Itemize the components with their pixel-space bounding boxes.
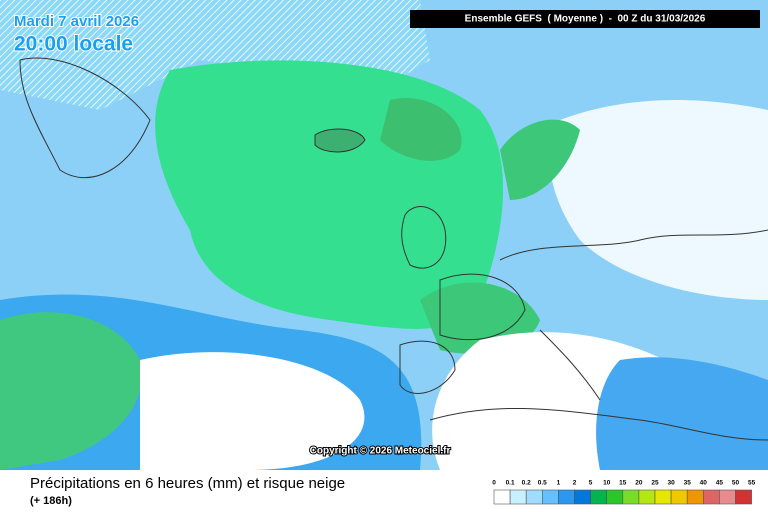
legend-label: 50 <box>732 480 740 487</box>
legend-swatch <box>735 489 752 505</box>
legend-label: 10 <box>603 480 611 487</box>
legend-swatch <box>525 489 543 505</box>
legend-swatch <box>670 489 688 505</box>
legend-label: 25 <box>651 480 659 487</box>
legend-swatch <box>541 489 559 505</box>
legend-label: 2 <box>573 480 577 487</box>
model-box <box>410 10 760 28</box>
legend-label: 45 <box>716 480 724 487</box>
legend-swatch <box>606 489 624 505</box>
lead-time: (+ 186h) <box>30 495 72 507</box>
copyright: Copyright © 2026 Meteociel.fr <box>310 446 451 457</box>
legend-swatch <box>590 489 607 505</box>
color-legend: 0 0.1 0.2 0.5 1 2 5 10 15 20 25 30 35 40 45 50 55 <box>492 480 756 505</box>
footer-title: Précipitations en 6 heures (mm) et risqu… <box>30 475 345 492</box>
legend-swatch <box>493 489 511 505</box>
legend-swatch <box>702 489 720 505</box>
legend-label: 40 <box>700 480 708 487</box>
legend-swatch <box>558 489 575 505</box>
legend-label: 0.5 <box>538 480 547 487</box>
legend-label: 0 <box>492 480 496 487</box>
legend-label: 55 <box>748 480 756 487</box>
legend-label: 35 <box>684 480 692 487</box>
legend-swatch <box>654 489 672 505</box>
legend-label: 0.2 <box>522 480 531 487</box>
legend-swatch <box>574 489 591 505</box>
model-label: Ensemble GEFS ( Moyenne ) - 00 Z du 31/0… <box>465 14 706 25</box>
legend-swatch <box>638 489 656 505</box>
legend-label: 1 <box>557 480 561 487</box>
legend-swatch <box>686 489 704 505</box>
map <box>0 0 768 470</box>
legend-label: 20 <box>635 480 643 487</box>
time-label: 20:00 locale <box>14 33 133 56</box>
legend-label: 5 <box>589 480 593 487</box>
legend-swatch <box>622 489 640 505</box>
legend-label: 15 <box>619 480 627 487</box>
date-label: Mardi 7 avril 2026 <box>14 13 139 30</box>
legend-label: 0.1 <box>506 480 515 487</box>
legend-swatch <box>719 489 736 505</box>
legend-label: 30 <box>667 480 675 487</box>
legend-swatch <box>509 489 527 505</box>
